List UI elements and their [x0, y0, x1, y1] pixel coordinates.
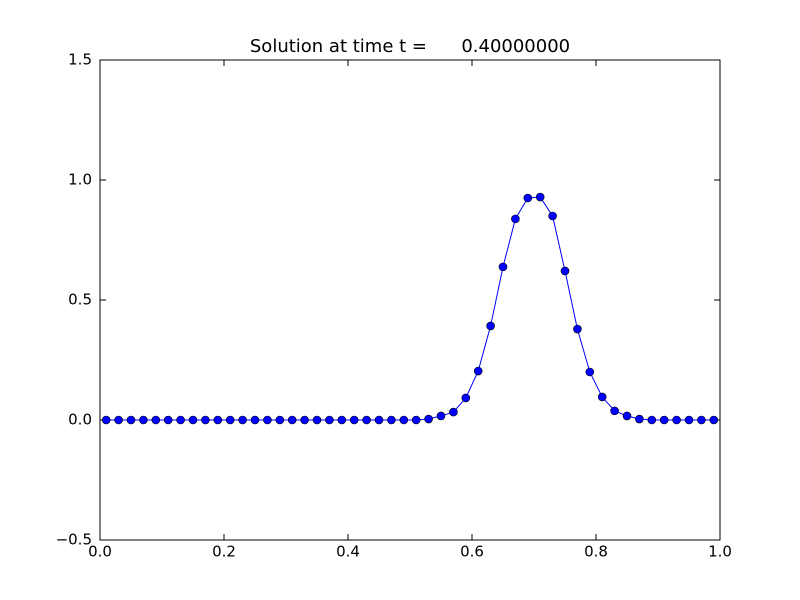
plot-frame — [99, 59, 721, 541]
point — [597, 392, 607, 402]
point — [250, 415, 260, 425]
point — [275, 415, 285, 425]
point — [647, 415, 657, 425]
point — [225, 415, 235, 425]
point — [411, 415, 421, 425]
point — [672, 415, 681, 425]
point — [523, 193, 533, 203]
point — [424, 414, 433, 424]
x-tick-label: 0.2 — [212, 543, 236, 561]
point — [114, 415, 123, 425]
x-tick-label: 1.0 — [708, 543, 732, 561]
point — [312, 415, 322, 425]
point — [461, 393, 471, 403]
point — [498, 262, 508, 272]
y-tick-label: −0.5 — [56, 531, 92, 549]
point — [709, 415, 719, 425]
point — [548, 211, 557, 221]
point — [399, 415, 409, 425]
x-tick-label: 0.0 — [88, 543, 112, 561]
point — [263, 415, 272, 425]
y-tick-label: 0.5 — [68, 291, 92, 309]
point — [585, 367, 595, 377]
point — [238, 415, 247, 425]
point — [287, 415, 297, 425]
point — [213, 415, 223, 425]
point — [436, 411, 446, 421]
point — [635, 414, 644, 424]
point — [201, 415, 210, 425]
x-tick-label: 0.6 — [460, 543, 484, 561]
point — [449, 407, 458, 417]
point — [337, 415, 347, 425]
point — [300, 415, 309, 425]
x-tick-label: 0.8 — [584, 543, 608, 561]
point — [349, 415, 359, 425]
point — [126, 415, 136, 425]
point — [560, 266, 570, 276]
point — [387, 415, 396, 425]
point — [535, 192, 545, 202]
point — [101, 415, 111, 425]
point — [511, 214, 520, 224]
point — [473, 366, 483, 376]
point — [176, 415, 185, 425]
point — [188, 415, 198, 425]
point — [622, 411, 632, 421]
point — [486, 321, 495, 331]
point — [139, 415, 148, 425]
point — [374, 415, 384, 425]
point — [362, 415, 371, 425]
point — [684, 415, 694, 425]
point — [610, 406, 619, 416]
point — [325, 415, 334, 425]
chart-title: Solution at time t = 0.40000000 — [250, 36, 570, 57]
y-tick-label: 1.0 — [68, 171, 92, 189]
y-tick-label: 0.0 — [68, 411, 92, 429]
point — [151, 415, 161, 425]
point — [659, 415, 669, 425]
x-tick-label: 0.4 — [336, 543, 360, 561]
y-tick-label: 1.5 — [68, 51, 92, 69]
point — [163, 415, 173, 425]
point — [573, 324, 582, 334]
point — [697, 415, 706, 425]
